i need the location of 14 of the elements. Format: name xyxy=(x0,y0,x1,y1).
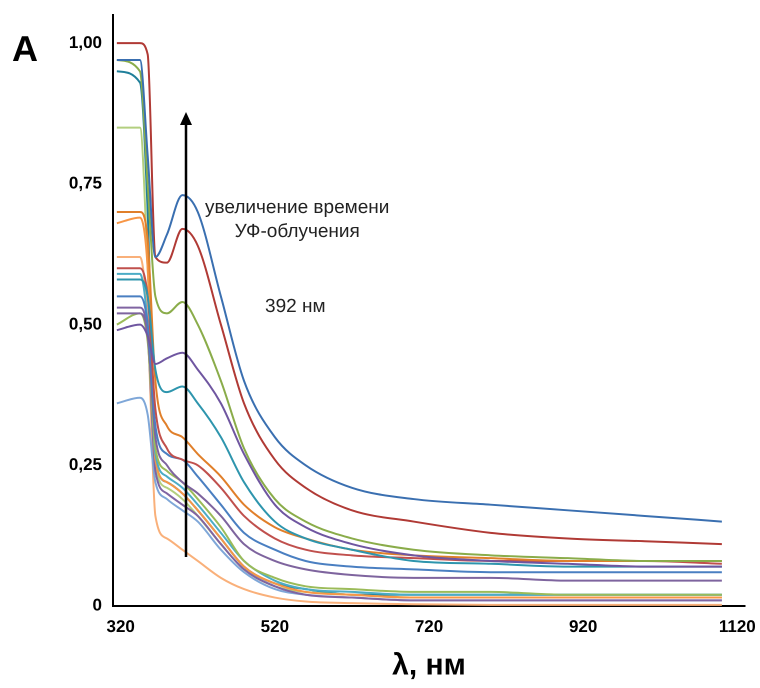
annotation: увеличение времени УФ-облучения xyxy=(205,196,390,244)
y-tick-label: 0 xyxy=(92,596,102,615)
x-tick-label: 320 xyxy=(106,616,135,636)
y-tick-label: 1,00 xyxy=(68,32,102,52)
y-axis-title: A xyxy=(12,28,38,70)
annotation: 392 нм xyxy=(265,295,326,319)
x-tick-label: 720 xyxy=(414,616,444,636)
x-tick-label: 1120 xyxy=(718,616,756,636)
x-tick-label: 520 xyxy=(260,616,290,636)
x-tick-label: 920 xyxy=(568,616,598,636)
y-tick-label: 0,75 xyxy=(68,174,102,193)
y-tick-label: 0,25 xyxy=(68,454,102,474)
x-axis-title: λ, нм xyxy=(392,648,466,682)
y-tick-label: 0,50 xyxy=(68,314,102,334)
